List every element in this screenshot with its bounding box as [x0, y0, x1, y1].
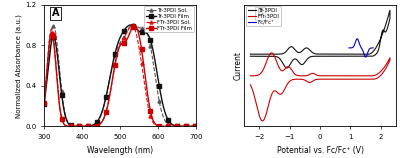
FTr-3PDI Film: [131, 25, 136, 27]
FTr-3PDI Film: [132, 24, 137, 26]
FTr-3PDI Film: [193, 125, 198, 127]
FTr-3PDI Film: [81, 125, 86, 127]
Tr-3PDI Film: [193, 125, 198, 127]
FTr-3PDI Film: [143, 78, 148, 80]
Text: A: A: [52, 8, 59, 18]
Tr-3PDI Sol.: [193, 125, 198, 127]
FTr-3PDI Film: [156, 125, 161, 127]
FTr-3PDI Sol.: [156, 125, 161, 127]
Tr-3PDI Sol.: [156, 96, 161, 98]
Tr-3PDI Sol.: [143, 29, 148, 31]
FTr-3PDI Sol.: [68, 125, 73, 127]
FTr-3PDI Film: [42, 102, 46, 104]
Tr-3PDI Film: [42, 103, 46, 105]
Tr-3PDI Film: [128, 24, 133, 26]
Tr-3PDI Sol.: [131, 24, 136, 26]
Tr-3PDI Film: [68, 125, 73, 127]
FTr-3PDI Sol.: [130, 24, 134, 26]
Tr-3PDI Film: [156, 81, 161, 82]
FTr-3PDI Film: [110, 77, 115, 79]
FTr-3PDI Sol.: [193, 125, 198, 127]
Tr-3PDI Film: [81, 125, 86, 127]
Text: B: B: [256, 8, 264, 18]
Y-axis label: Current: Current: [234, 51, 243, 80]
FTr-3PDI Sol.: [110, 78, 115, 80]
Tr-3PDI Film: [110, 63, 115, 65]
FTr-3PDI Sol.: [42, 101, 46, 103]
Y-axis label: Normalized Absorbance (a.u.): Normalized Absorbance (a.u.): [16, 14, 22, 118]
Legend: Tr-3PDI, FTr-3PDI, Fc/Fc⁺: Tr-3PDI, FTr-3PDI, Fc/Fc⁺: [246, 6, 281, 26]
FTr-3PDI Sol.: [131, 25, 136, 27]
Tr-3PDI Sol.: [110, 63, 115, 65]
Tr-3PDI Sol.: [131, 24, 136, 26]
Tr-3PDI Sol.: [68, 125, 73, 126]
Line: FTr-3PDI Film: FTr-3PDI Film: [42, 24, 197, 128]
FTr-3PDI Film: [68, 125, 73, 127]
Line: Tr-3PDI Sol.: Tr-3PDI Sol.: [42, 24, 197, 128]
FTr-3PDI Sol.: [81, 125, 86, 127]
FTr-3PDI Sol.: [143, 90, 148, 92]
X-axis label: Wavelength (nm): Wavelength (nm): [87, 146, 153, 155]
Tr-3PDI Film: [143, 32, 148, 34]
Tr-3PDI Film: [131, 25, 136, 27]
Legend: Tr-3PDI Sol., Tr-3PDI Film, FTr-3PDI Sol., FTr-3PDI Film: Tr-3PDI Sol., Tr-3PDI Film, FTr-3PDI Sol…: [144, 6, 194, 32]
Line: Tr-3PDI Film: Tr-3PDI Film: [42, 24, 197, 128]
X-axis label: Potential vs. Fc/Fc⁺ (V): Potential vs. Fc/Fc⁺ (V): [277, 146, 364, 155]
Tr-3PDI Sol.: [42, 100, 46, 102]
Line: FTr-3PDI Sol.: FTr-3PDI Sol.: [42, 24, 197, 128]
Tr-3PDI Sol.: [81, 125, 86, 127]
